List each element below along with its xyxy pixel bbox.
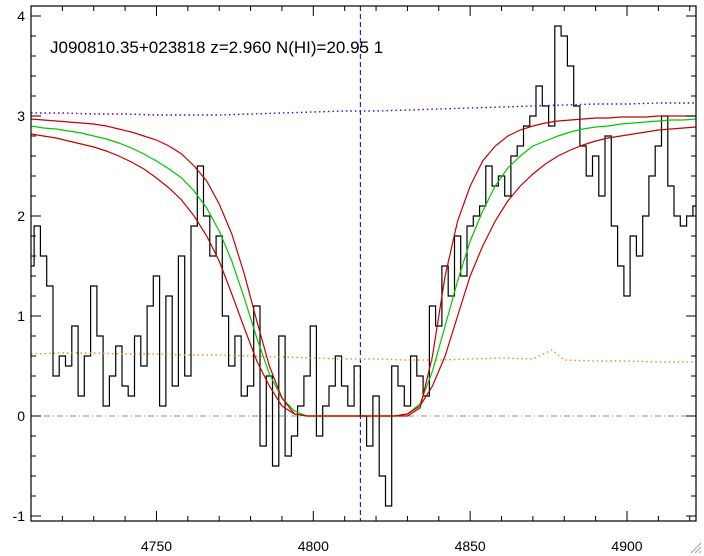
y-tick-label: 1 — [17, 308, 25, 324]
y-tick-label: 2 — [17, 208, 25, 224]
plot-area — [31, 6, 696, 521]
y-tick-label: 3 — [17, 108, 25, 124]
y-tick-label: 0 — [17, 408, 25, 424]
chart-title: J090810.35+023818 z=2.960 N(HI)=20.95 1 — [50, 38, 383, 57]
axes: 4750 4800 4850 4900 -1 0 1 2 3 4 — [13, 5, 697, 554]
x-tick-label: 4750 — [141, 538, 172, 554]
y-tick-label: -1 — [13, 508, 26, 524]
x-tick-label: 4850 — [455, 538, 486, 554]
continuum-line — [31, 102, 696, 116]
x-tick-label: 4900 — [611, 538, 642, 554]
fit-lower-bound-line — [31, 126, 696, 417]
y-tick-label: 4 — [17, 8, 25, 24]
plot-frame — [30, 5, 697, 522]
resize-grip-icon[interactable] — [690, 542, 702, 554]
x-tick-label: 4800 — [298, 538, 329, 554]
error-spectrum-line — [31, 349, 696, 363]
